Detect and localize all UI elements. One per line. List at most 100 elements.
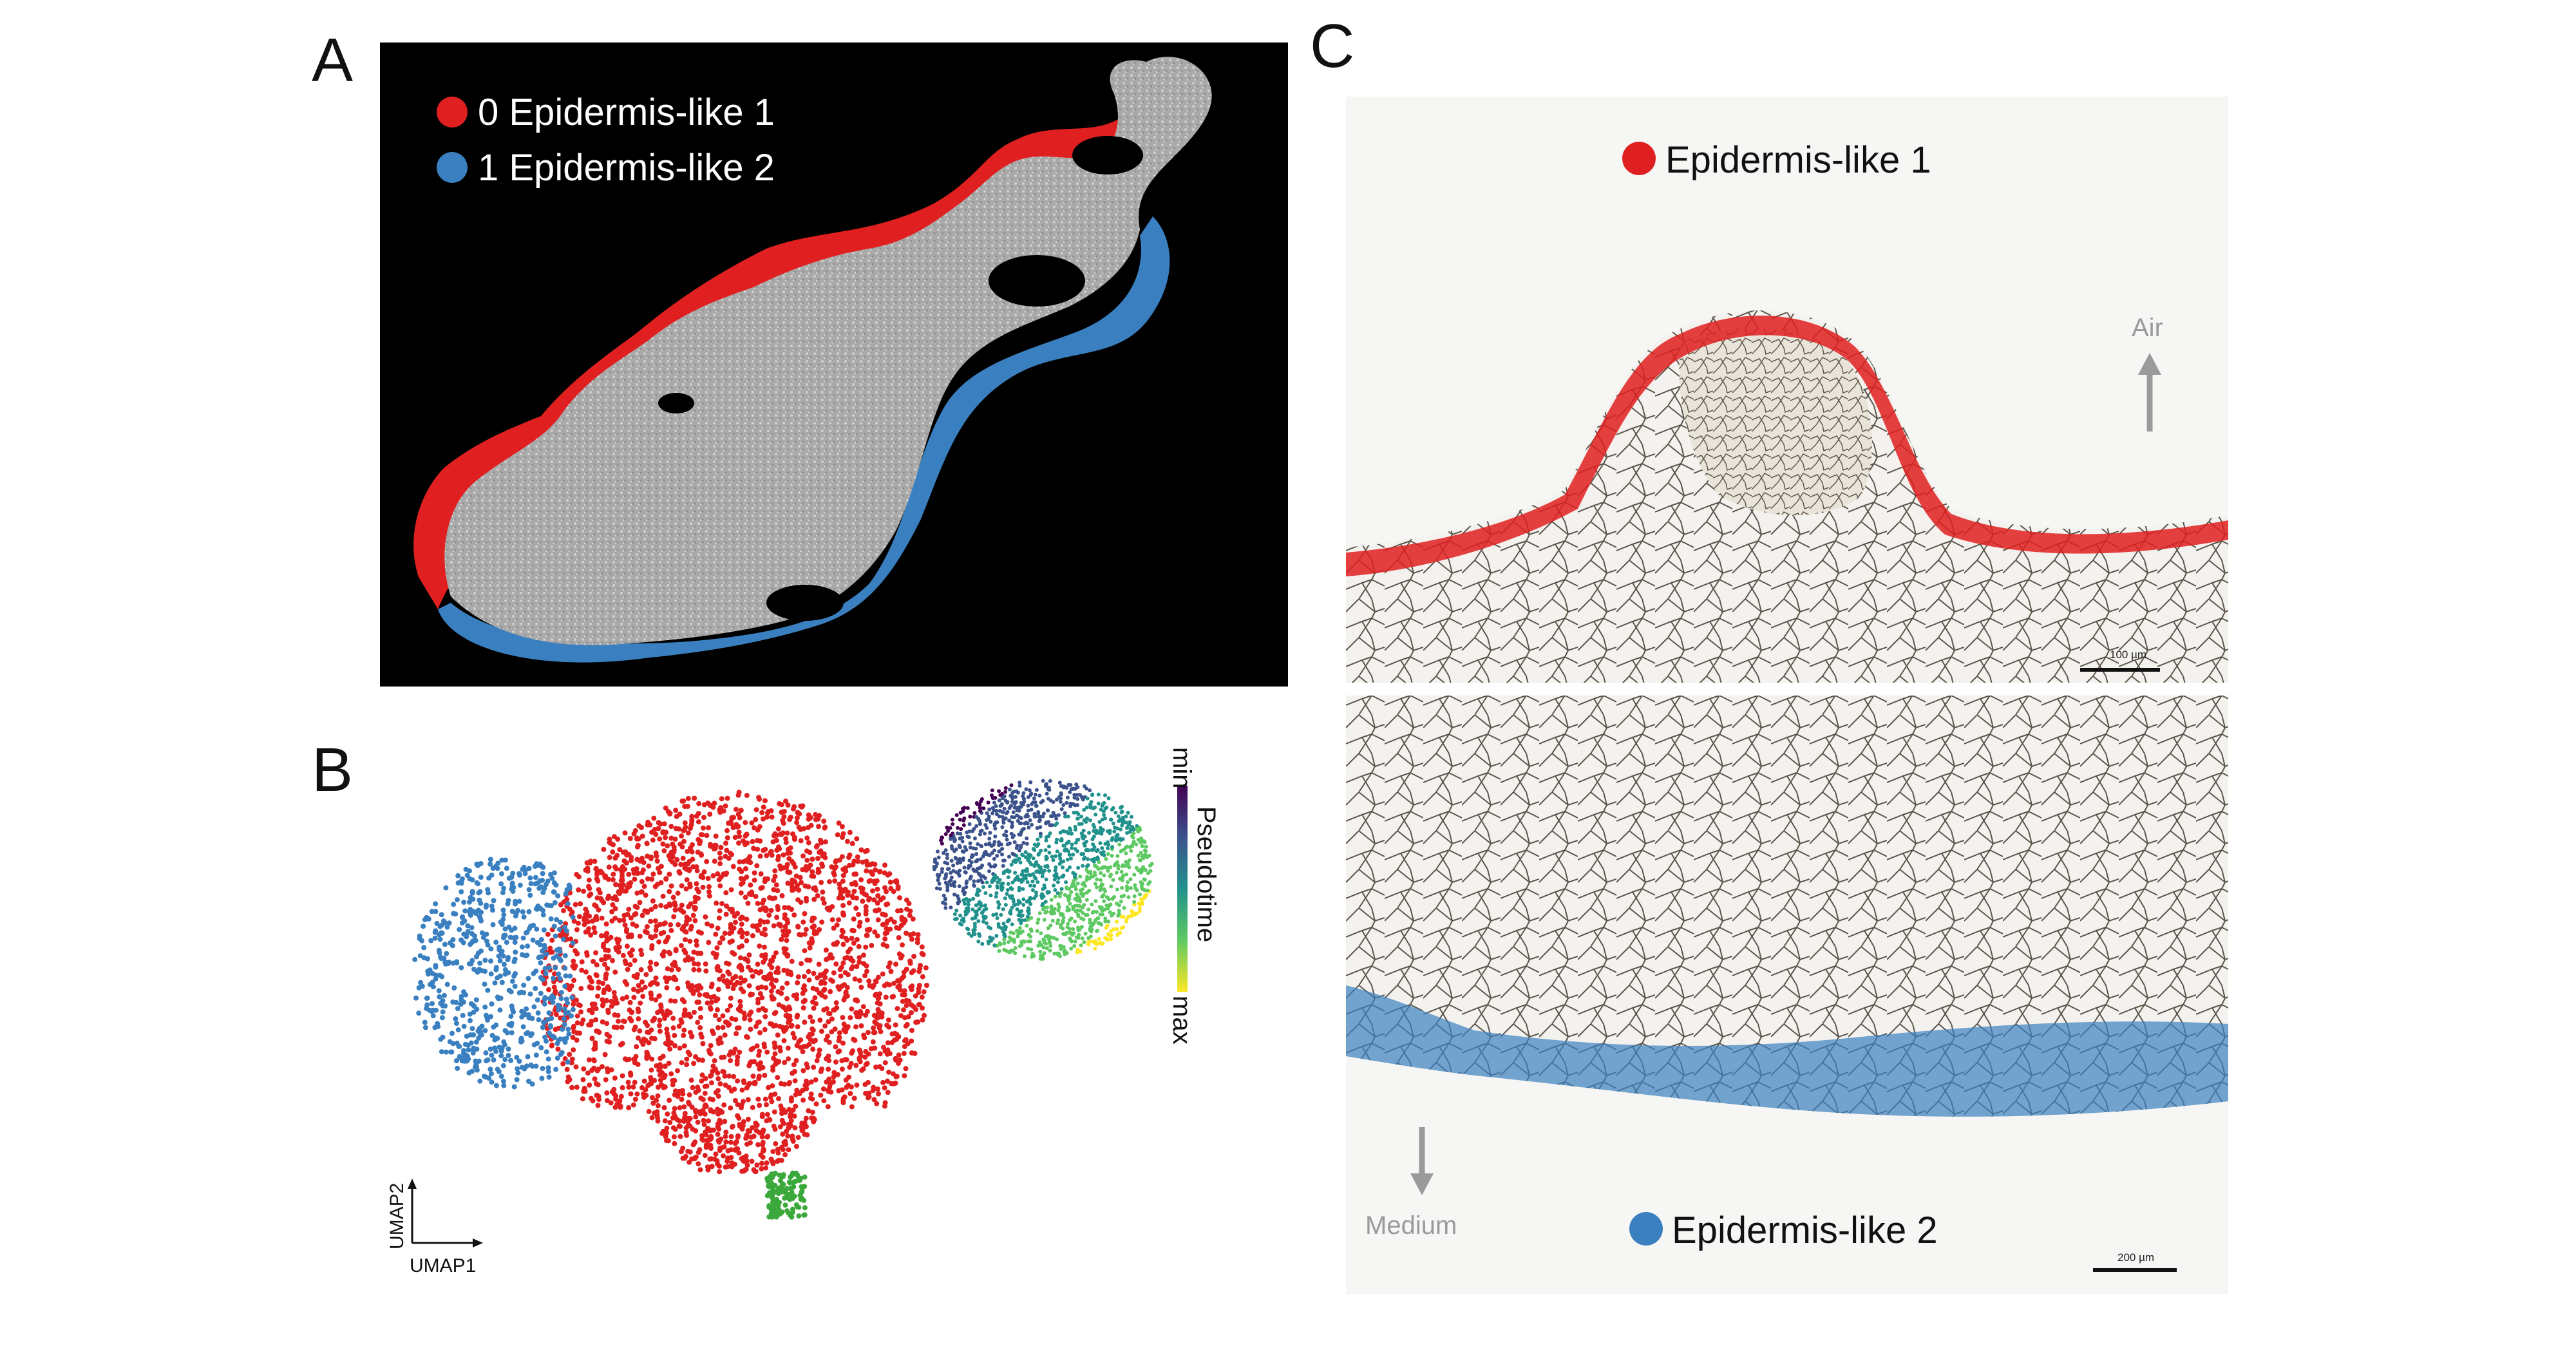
umap-point-epidermis-1	[612, 994, 618, 1000]
umap-inset-point	[1136, 829, 1141, 834]
umap-point-epidermis-1	[784, 996, 790, 1001]
umap-point-epidermis-1	[684, 1132, 690, 1138]
umap-point-epidermis-2	[549, 875, 555, 881]
umap-point-epidermis-1	[882, 1060, 888, 1066]
umap-y-label: UMAP2	[386, 1183, 408, 1249]
umap-point-epidermis-1	[764, 919, 770, 925]
umap-inset-point	[990, 880, 994, 884]
umap-inset-point	[1140, 900, 1144, 905]
umap-point-epidermis-1	[788, 850, 793, 856]
umap-inset-point	[1034, 893, 1038, 898]
umap-point-epidermis-1	[741, 876, 746, 882]
histology-top-section: Air 100 µm Epidermis-like 1	[1346, 97, 2228, 683]
umap-point-epidermis-2	[468, 913, 473, 918]
umap-point-epidermis-2	[545, 1065, 551, 1071]
umap-point-epidermis-1	[873, 1065, 879, 1070]
umap-point-epidermis-2	[513, 949, 518, 955]
umap-point-epidermis-1	[761, 944, 767, 950]
umap-point-epidermis-2	[413, 995, 419, 1001]
umap-inset-point	[1059, 784, 1063, 788]
umap-point-epidermis-1	[901, 920, 907, 926]
umap-inset-point	[1035, 929, 1039, 933]
umap-point-epidermis-2	[485, 887, 491, 893]
umap-point-epidermis-1	[786, 1081, 791, 1086]
umap-inset-point	[1024, 820, 1028, 825]
umap-inset-point	[1038, 831, 1043, 836]
umap-inset-point	[1010, 922, 1014, 927]
panel-letter-b: B	[312, 735, 354, 804]
umap-point-epidermis-1	[573, 1064, 579, 1070]
umap-point-epidermis-1	[900, 942, 905, 948]
umap-point-epidermis-1	[835, 832, 840, 838]
umap-point-epidermis-1	[760, 1142, 766, 1148]
umap-inset-point	[976, 939, 981, 943]
umap-point-epidermis-2	[428, 938, 434, 943]
umap-point-epidermis-2	[538, 1045, 544, 1050]
umap-inset-point	[1083, 931, 1088, 936]
umap-inset-point	[1128, 820, 1132, 824]
umap-point-epidermis-1	[632, 912, 638, 918]
umap-point-epidermis-1	[622, 922, 628, 928]
umap-inset-point	[1053, 868, 1057, 873]
umap-point-epidermis-1	[685, 980, 691, 986]
umap-point-epidermis-1	[748, 1140, 753, 1146]
umap-inset-point	[1056, 880, 1060, 884]
umap-point-epidermis-2	[556, 946, 562, 952]
umap-point-epidermis-1	[690, 956, 696, 962]
umap-point-epidermis-1	[897, 978, 902, 983]
umap-point-epidermis-1	[764, 853, 770, 858]
umap-point-epidermis-2	[421, 945, 427, 951]
umap-point-epidermis-1	[831, 870, 837, 876]
umap-point-epidermis-2	[533, 985, 538, 991]
umap-inset-point	[1021, 791, 1026, 795]
umap-inset-point	[1081, 905, 1084, 910]
umap-point-epidermis-1	[645, 853, 650, 859]
umap-point-epidermis-2	[451, 985, 457, 990]
umap-inset-point	[954, 870, 958, 875]
umap-inset-point	[972, 879, 976, 884]
umap-point-epidermis-2	[453, 1016, 459, 1021]
umap-inset-point	[1005, 888, 1010, 892]
umap-point-epidermis-2	[520, 909, 526, 914]
umap-point-epidermis-1	[810, 939, 815, 945]
umap-inset-point	[958, 831, 963, 836]
umap-inset-point	[1023, 954, 1027, 958]
umap-inset-point	[949, 833, 953, 838]
umap-point-epidermis-2	[457, 927, 462, 933]
umap-point-epidermis-2	[542, 942, 547, 948]
umap-point-epidermis-2	[488, 1047, 493, 1052]
umap-point-epidermis-1	[664, 1030, 670, 1036]
umap-point-epidermis-2	[509, 883, 515, 889]
umap-point-epidermis-1	[645, 1029, 650, 1035]
umap-point-epidermis-2	[544, 1049, 549, 1055]
umap-point-epidermis-1	[722, 1119, 728, 1124]
umap-point-epidermis-1	[584, 950, 589, 956]
umap-point-epidermis-1	[870, 1088, 876, 1094]
umap-point-epidermis-1	[813, 1001, 819, 1007]
umap-point-epidermis-1	[755, 900, 761, 906]
umap-point-epidermis-1	[649, 1081, 654, 1086]
umap-point-epidermis-1	[827, 1085, 833, 1090]
umap-inset-point	[1005, 837, 1009, 842]
umap-point-other	[775, 1190, 781, 1196]
umap-point-epidermis-1	[849, 881, 855, 887]
umap-inset-point	[942, 851, 946, 855]
umap-point-epidermis-1	[815, 975, 820, 981]
umap-inset-point	[984, 921, 989, 925]
umap-point-epidermis-1	[670, 1125, 676, 1131]
umap-inset-point	[1065, 908, 1070, 913]
umap-point-epidermis-2	[541, 927, 547, 933]
umap-inset-point	[1019, 845, 1023, 849]
umap-inset-point	[980, 910, 985, 914]
umap-point-epidermis-1	[667, 975, 672, 981]
umap-inset-point	[1064, 880, 1068, 884]
umap-point-epidermis-1	[649, 876, 655, 882]
umap-point-epidermis-1	[574, 927, 580, 933]
umap-inset-point	[945, 856, 949, 860]
umap-point-epidermis-1	[715, 1161, 721, 1167]
umap-inset-point	[1115, 927, 1119, 931]
umap-point-epidermis-1	[780, 1132, 786, 1137]
umap-inset-point	[987, 842, 992, 847]
umap-point-epidermis-2	[526, 909, 532, 914]
umap-point-epidermis-1	[840, 1040, 846, 1046]
